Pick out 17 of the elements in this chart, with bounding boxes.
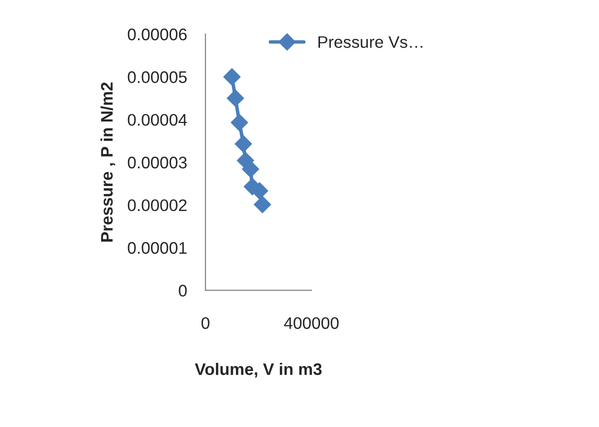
point xyxy=(226,90,244,107)
point xyxy=(230,114,248,132)
legend-label: Pressure Vs… xyxy=(318,36,422,48)
y-tick-label: 0.00001 xyxy=(128,242,187,254)
x-tick-label: 400000 xyxy=(284,317,339,329)
y-tick-label: 0 xyxy=(178,284,187,297)
y-tick-label: 0.00006 xyxy=(128,28,187,40)
point xyxy=(223,68,241,86)
y-tick-label: 0.00004 xyxy=(128,114,187,126)
x-axis-title: Volume, V in m3 xyxy=(194,362,322,378)
y-tick-label: 0.00002 xyxy=(128,199,187,212)
y-tick-label: 0.00003 xyxy=(128,156,187,168)
point xyxy=(242,160,260,178)
point xyxy=(254,196,271,214)
y-axis-title: Pressure , P in N/m2 xyxy=(100,82,116,242)
y-tick-label: 0.00005 xyxy=(128,71,187,84)
point xyxy=(234,135,252,152)
